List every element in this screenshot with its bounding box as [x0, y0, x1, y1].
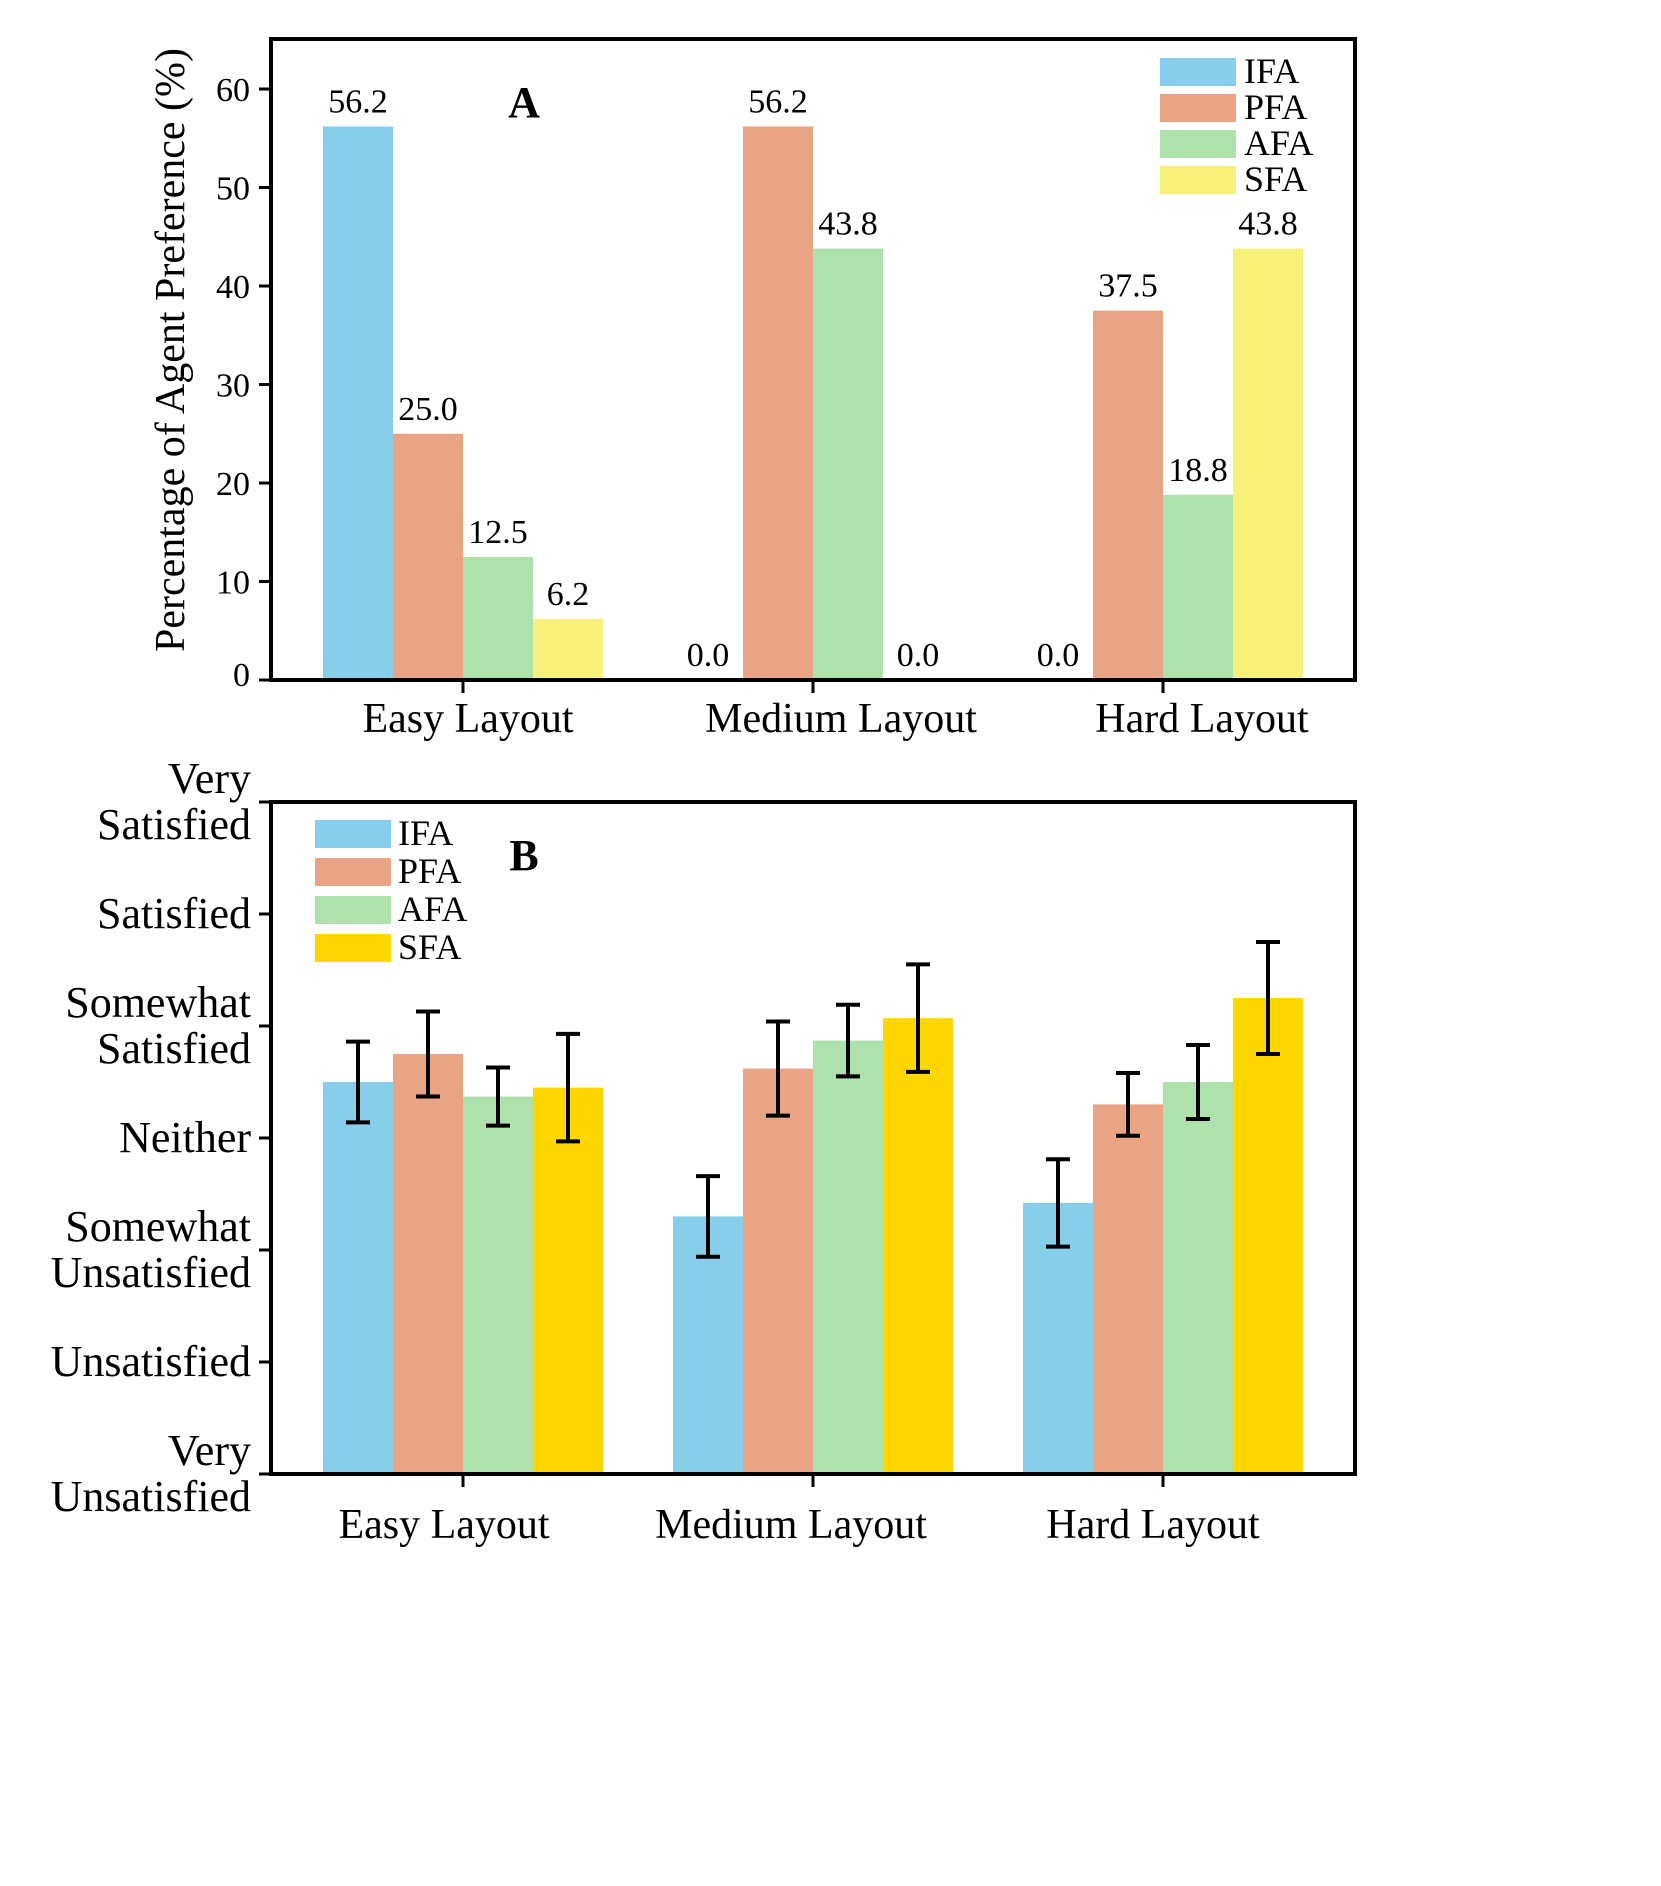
bar-b-pfa-medium-layout — [743, 1068, 813, 1474]
y-tick-label-b-very-satisfied: Very Satisfied — [97, 754, 251, 849]
y-tick-label-a: 0 — [233, 657, 250, 694]
panel-label-a: A — [508, 78, 540, 127]
y-tick-label-b-very-unsatisfied: Very Unsatisfied — [51, 1426, 251, 1521]
x-tick-label-a-hard-layout: Hard Layout — [1095, 696, 1309, 742]
value-label-a-afa-hard-layout: 18.8 — [1168, 452, 1228, 489]
error-bar-b-pfa-easy-layout — [416, 1009, 440, 1099]
value-label-a-afa-medium-layout: 43.8 — [818, 206, 878, 243]
b-legend-label-afa: AFA — [398, 889, 467, 929]
y-tick-label-line: Neither — [119, 1113, 251, 1162]
value-label-a-ifa-easy-layout: 56.2 — [328, 83, 388, 120]
x-tick-label-a-medium-layout: Medium Layout — [705, 696, 977, 742]
y-tick-label-b-somewhat-satisfied: Somewhat Satisfied — [65, 978, 251, 1073]
a-legend-label-pfa: PFA — [1244, 87, 1307, 127]
y-tick-label-line: Unsatisfied — [51, 1337, 251, 1386]
y-tick-label-line: Very — [168, 1426, 251, 1475]
bar-b-sfa-hard-layout — [1233, 998, 1303, 1474]
bar-a-pfa-easy-layout — [393, 433, 463, 680]
bar-a-afa-easy-layout — [463, 556, 533, 680]
value-label-a-ifa-medium-layout: 0.0 — [687, 637, 730, 674]
x-tick-label-b-hard-layout: Hard Layout — [1046, 1502, 1260, 1548]
chart-panel-a: 56.2 0.0 0.0 25.0 56.2 37.5 12.5 43.8 18.8 6.2 0.0… — [148, 37, 1357, 742]
value-label-a-afa-easy-layout: 12.5 — [468, 514, 528, 551]
y-tick-label-line: Very — [168, 754, 251, 803]
y-tick-label-b-somewhat-unsatisfied: Somewhat Unsatisfied — [51, 1202, 251, 1297]
value-label-a-sfa-hard-layout: 43.8 — [1238, 206, 1298, 243]
bar-a-ifa-easy-layout — [323, 126, 393, 681]
a-legend-swatch-sfa — [1160, 166, 1236, 194]
bar-b-sfa-easy-layout — [533, 1087, 603, 1474]
y-tick-label-a: 50 — [216, 171, 250, 208]
y-tick-label-line: Satisfied — [97, 800, 251, 849]
y-tick-label-line: Unsatisfied — [51, 1472, 251, 1521]
value-label-a-pfa-hard-layout: 37.5 — [1098, 268, 1158, 305]
a-legend-swatch-afa — [1160, 130, 1236, 158]
y-tick-label-a: 60 — [216, 72, 250, 109]
error-bar-b-sfa-medium-layout — [906, 962, 930, 1074]
error-bar-b-afa-hard-layout — [1186, 1043, 1210, 1121]
b-legend-label-ifa: IFA — [398, 813, 453, 853]
y-tick-label-line: Satisfied — [97, 1024, 251, 1073]
x-tick-label-a-easy-layout: Easy Layout — [362, 696, 573, 742]
y-tick-label-a: 10 — [216, 565, 250, 602]
bar-a-sfa-easy-layout — [533, 618, 603, 680]
bar-b-afa-medium-layout — [813, 1040, 883, 1474]
y-tick-label-b-unsatisfied: Unsatisfied — [51, 1337, 251, 1386]
error-bar-b-afa-easy-layout — [486, 1065, 510, 1128]
a-legend-swatch-pfa — [1160, 94, 1236, 122]
y-tick-label-a: 30 — [216, 368, 250, 405]
a-legend-label-sfa: SFA — [1244, 159, 1307, 199]
error-bar-b-sfa-hard-layout — [1256, 940, 1280, 1056]
b-legend-swatch-sfa — [315, 934, 391, 962]
bar-b-pfa-hard-layout — [1093, 1104, 1163, 1474]
bar-b-afa-hard-layout — [1163, 1082, 1233, 1474]
error-bar-b-sfa-easy-layout — [556, 1031, 580, 1144]
bar-a-afa-hard-layout — [1163, 494, 1233, 680]
b-legend-label-pfa: PFA — [398, 851, 461, 891]
y-tick-label-b-neither: Neither — [119, 1113, 251, 1162]
y-tick-label-a: 20 — [216, 466, 250, 503]
value-label-a-pfa-easy-layout: 25.0 — [398, 391, 458, 428]
a-legend-label-ifa: IFA — [1244, 51, 1299, 91]
a-legend-label-afa: AFA — [1244, 123, 1313, 163]
bar-a-pfa-medium-layout — [743, 126, 813, 681]
value-label-a-sfa-easy-layout: 6.2 — [547, 576, 590, 613]
bar-b-ifa-easy-layout — [323, 1082, 393, 1474]
b-legend-swatch-afa — [315, 896, 391, 924]
b-legend-swatch-pfa — [315, 858, 391, 886]
y-tick-label-line: Satisfied — [97, 889, 251, 938]
y-tick-label-line: Somewhat — [65, 1202, 251, 1251]
x-tick-label-b-medium-layout: Medium Layout — [655, 1502, 927, 1548]
value-label-a-ifa-hard-layout: 0.0 — [1037, 637, 1080, 674]
error-bar-b-pfa-hard-layout — [1116, 1071, 1140, 1138]
y-tick-label-b-satisfied: Satisfied — [97, 889, 251, 938]
bar-a-sfa-hard-layout — [1233, 248, 1303, 680]
error-bar-b-ifa-medium-layout — [696, 1174, 720, 1259]
x-tick-label-b-easy-layout: Easy Layout — [338, 1502, 549, 1548]
bar-b-pfa-easy-layout — [393, 1054, 463, 1474]
b-legend-swatch-ifa — [315, 820, 391, 848]
y-tick-label-a: 40 — [216, 269, 250, 306]
panel-label-b: B — [509, 831, 538, 880]
bar-b-sfa-medium-layout — [883, 1018, 953, 1474]
y-tick-label-line: Somewhat — [65, 978, 251, 1027]
bar-a-pfa-hard-layout — [1093, 310, 1163, 680]
y-axis-label-a: Percentage of Agent Preference (%) — [148, 48, 194, 652]
bar-b-afa-easy-layout — [463, 1096, 533, 1474]
b-legend-label-sfa: SFA — [398, 927, 461, 967]
y-tick-label-line: Unsatisfied — [51, 1248, 251, 1297]
value-label-a-sfa-medium-layout: 0.0 — [897, 637, 940, 674]
value-label-a-pfa-medium-layout: 56.2 — [748, 83, 808, 120]
error-bar-b-ifa-easy-layout — [346, 1039, 370, 1125]
error-bar-b-ifa-hard-layout — [1046, 1157, 1070, 1249]
bar-a-afa-medium-layout — [813, 248, 883, 680]
error-bar-b-afa-medium-layout — [836, 1002, 860, 1079]
a-legend-swatch-ifa — [1160, 58, 1236, 86]
bar-b-ifa-medium-layout — [673, 1216, 743, 1474]
error-bar-b-pfa-medium-layout — [766, 1019, 790, 1118]
